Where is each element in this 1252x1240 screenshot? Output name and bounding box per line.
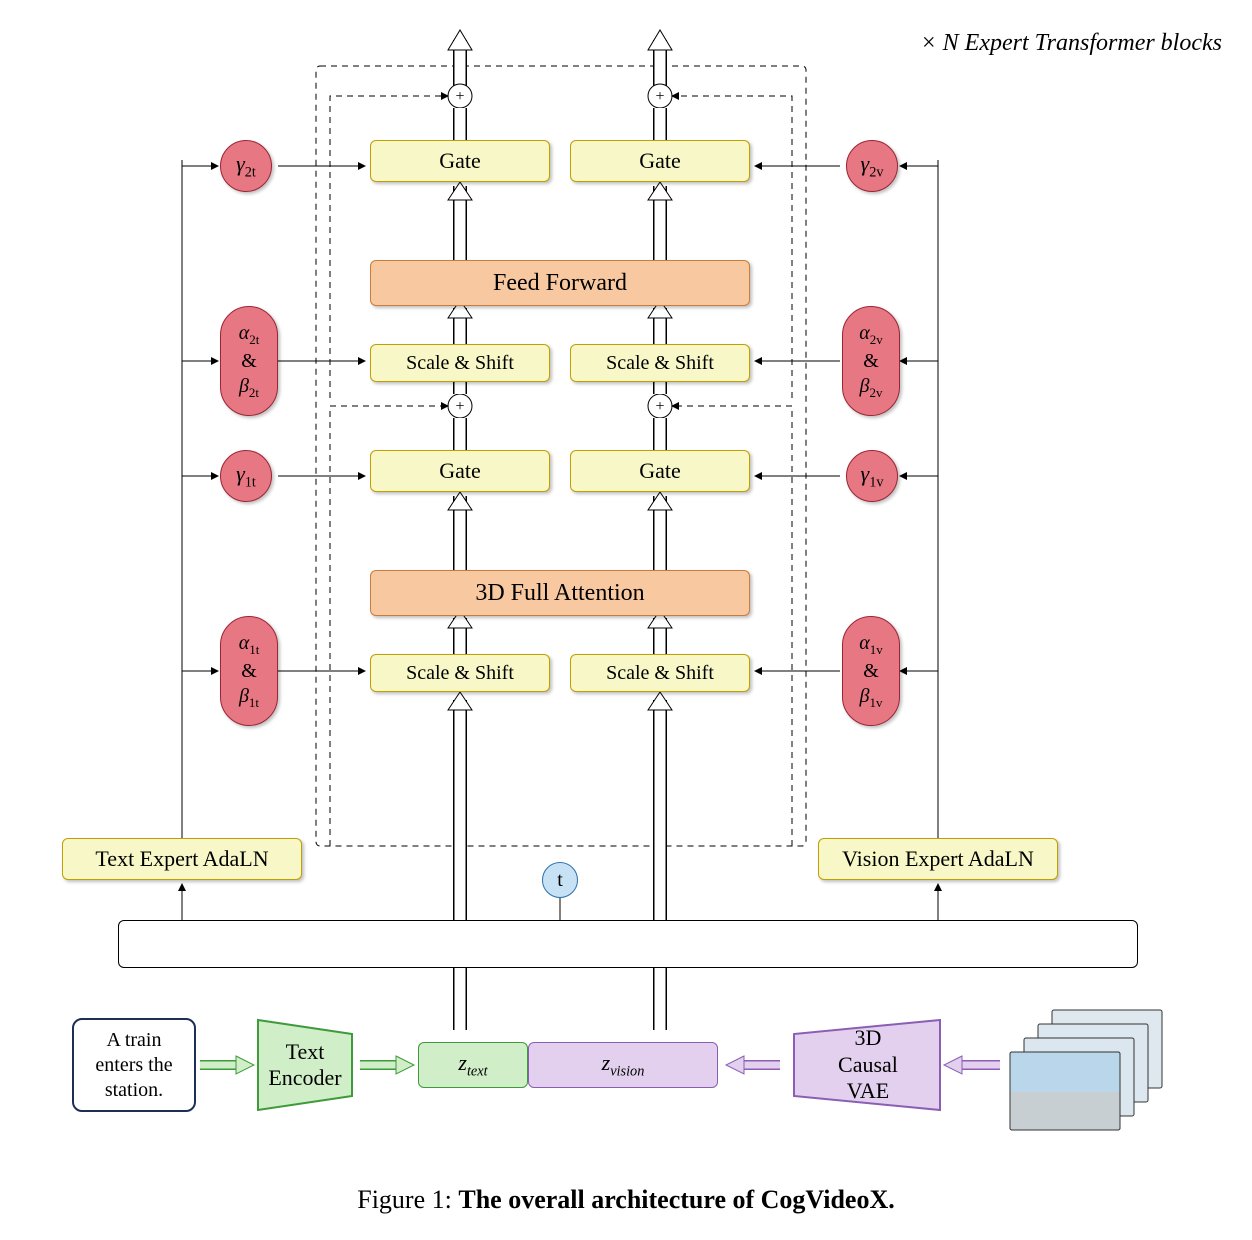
timestep-node: t [542,862,578,898]
vision-expert-adaln: Vision Expert AdaLN [818,838,1058,880]
scale-shift-2-right: Scale & Shift [570,344,750,382]
scale-shift-2-left: Scale & Shift [370,344,550,382]
param-gamma1t: γ1t [220,450,272,502]
param-gamma2t: γ2t [220,140,272,192]
gate-2-left: Gate [370,140,550,182]
feed-forward-block: Feed Forward [370,260,750,306]
svg-text:+: + [455,88,464,105]
attention-block: 3D Full Attention [370,570,750,616]
param-alphabeta2v: α2v & β2v [842,306,900,416]
diagram-canvas: × N Expert Transformer blocks [0,0,1252,1240]
gate-1-left: Gate [370,450,550,492]
param-gamma1v: γ1v [846,450,898,502]
svg-text:+: + [455,398,464,415]
gate-2-right: Gate [570,140,750,182]
concat-rect [118,920,1138,968]
figure-caption: Figure 1: The overall architecture of Co… [0,1185,1252,1215]
param-gamma2v: γ2v [846,140,898,192]
gate-1-right: Gate [570,450,750,492]
z-text-box: ztext [418,1042,528,1088]
causal-vae-label: 3D Causal VAE [808,1020,928,1110]
svg-text:+: + [655,88,664,105]
param-alphabeta1v: α1v & β1v [842,616,900,726]
scale-shift-1-left: Scale & Shift [370,654,550,692]
z-vision-box: zvision [528,1042,718,1088]
param-alphabeta1t: α1t & β1t [220,616,278,726]
scale-shift-1-right: Scale & Shift [570,654,750,692]
annotation-top-right: × N Expert Transformer blocks [920,30,1222,57]
text-expert-adaln: Text Expert AdaLN [62,838,302,880]
svg-text:+: + [655,398,664,415]
text-encoder-label: Text Encoder [258,1030,352,1100]
param-alphabeta2t: α2t & β2t [220,306,278,416]
input-text-box: A train enters the station. [72,1018,196,1112]
